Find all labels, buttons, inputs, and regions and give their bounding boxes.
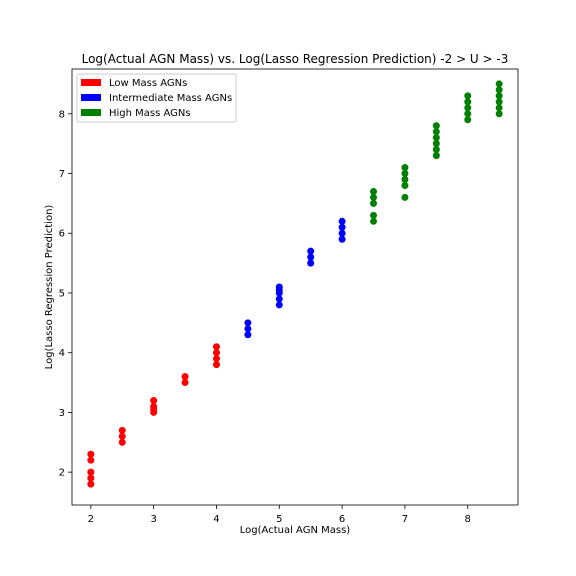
- legend-box: [76, 73, 237, 123]
- data-point-series-1-3: [275, 301, 283, 309]
- data-point-series-2-8: [401, 170, 409, 178]
- plot-area: [72, 69, 518, 505]
- x-tick-label: 4: [213, 514, 219, 525]
- legend: Low Mass AGNs Intermediate Mass AGNs Hig…: [76, 73, 237, 123]
- data-point-series-2-5: [401, 193, 409, 201]
- data-point-series-0-14: [212, 361, 220, 369]
- legend-swatch-intermediate: [81, 94, 101, 101]
- y-tick-label: 3: [59, 408, 65, 419]
- y-tick-label: 5: [59, 288, 65, 299]
- data-point-series-1-9: [307, 253, 315, 261]
- data-point-series-0-5: [118, 438, 126, 446]
- data-point-series-2-11: [432, 146, 440, 154]
- data-point-series-1-14: [338, 217, 346, 225]
- x-tick-label: 8: [465, 514, 471, 525]
- data-point-series-2-18: [464, 104, 472, 112]
- y-tick-label: 8: [59, 109, 65, 120]
- data-point-series-1-12: [338, 229, 346, 237]
- data-point-series-1-8: [307, 259, 315, 267]
- data-point-series-2-22: [495, 104, 503, 112]
- legend-swatch-low: [81, 79, 101, 86]
- data-point-series-1-7: [275, 283, 283, 291]
- legend-label-intermediate: Intermediate Mass AGNs: [109, 93, 232, 104]
- y-tick-label: 6: [59, 229, 65, 240]
- data-point-series-2-4: [370, 187, 378, 195]
- legend-label-low: Low Mass AGNs: [109, 78, 187, 89]
- plot-frame: [71, 68, 519, 506]
- y-axis-label: Log(Lasso Regression Prediction): [44, 205, 55, 370]
- data-point-series-0-2: [87, 468, 95, 476]
- data-point-series-2-24: [495, 92, 503, 100]
- data-point-series-0-11: [150, 396, 158, 404]
- data-point-series-0-16: [212, 349, 220, 357]
- y-tick-label: 4: [59, 348, 65, 359]
- x-axis-ticks: 2 3 4 5 6 7 8: [88, 505, 471, 525]
- data-point-series-2-12: [432, 140, 440, 148]
- y-tick-label: 2: [59, 468, 65, 479]
- data-point-series-0-7: [118, 426, 126, 434]
- x-tick-label: 7: [402, 514, 408, 525]
- data-point-series-1-2: [244, 319, 252, 327]
- x-tick-label: 5: [276, 514, 282, 525]
- data-point-series-2-10: [432, 152, 440, 160]
- data-point-series-1-11: [338, 235, 346, 243]
- data-point-series-2-25: [495, 86, 503, 94]
- y-tick-label: 7: [59, 169, 65, 180]
- data-point-series-0-17: [212, 343, 220, 351]
- data-point-series-2-17: [464, 110, 472, 118]
- data-point-series-2-7: [401, 175, 409, 183]
- data-point-series-2-16: [464, 116, 472, 124]
- data-point-series-2-21: [495, 110, 503, 118]
- data-point-series-0-6: [118, 432, 126, 440]
- x-tick-label: 6: [339, 514, 345, 525]
- data-point-series-1-0: [244, 331, 252, 339]
- points-layer: [87, 80, 503, 488]
- data-point-series-0-4: [87, 450, 95, 458]
- data-point-series-0-13: [181, 373, 189, 381]
- data-point-series-2-1: [370, 211, 378, 219]
- x-tick-label: 3: [150, 514, 156, 525]
- data-point-series-2-0: [370, 217, 378, 225]
- legend-label-high: High Mass AGNs: [109, 108, 191, 119]
- y-axis-ticks: 2 3 4 5 6 7 8: [59, 109, 72, 479]
- legend-swatch-high: [81, 109, 101, 116]
- data-point-series-2-9: [401, 164, 409, 172]
- data-point-series-1-13: [338, 223, 346, 231]
- data-point-series-2-2: [370, 199, 378, 207]
- data-point-series-1-1: [244, 325, 252, 333]
- data-point-series-1-10: [307, 247, 315, 255]
- data-point-series-1-4: [275, 295, 283, 303]
- x-axis-label: Log(Actual AGN Mass): [240, 525, 351, 536]
- data-point-series-2-19: [464, 98, 472, 106]
- data-point-series-0-0: [87, 480, 95, 488]
- data-point-series-0-15: [212, 355, 220, 363]
- data-point-series-2-26: [495, 80, 503, 88]
- data-point-series-0-10: [150, 402, 158, 410]
- data-point-series-2-20: [464, 92, 472, 100]
- data-point-series-2-6: [401, 181, 409, 189]
- data-point-series-0-1: [87, 474, 95, 482]
- chart-title: Log(Actual AGN Mass) vs. Log(Lasso Regre…: [82, 52, 509, 66]
- data-point-series-2-14: [432, 128, 440, 136]
- data-point-series-0-12: [181, 379, 189, 387]
- x-tick-label: 2: [88, 514, 94, 525]
- data-point-series-2-3: [370, 193, 378, 201]
- data-point-series-2-23: [495, 98, 503, 106]
- data-point-series-0-3: [87, 456, 95, 464]
- data-point-series-2-13: [432, 134, 440, 142]
- data-point-series-2-15: [432, 122, 440, 130]
